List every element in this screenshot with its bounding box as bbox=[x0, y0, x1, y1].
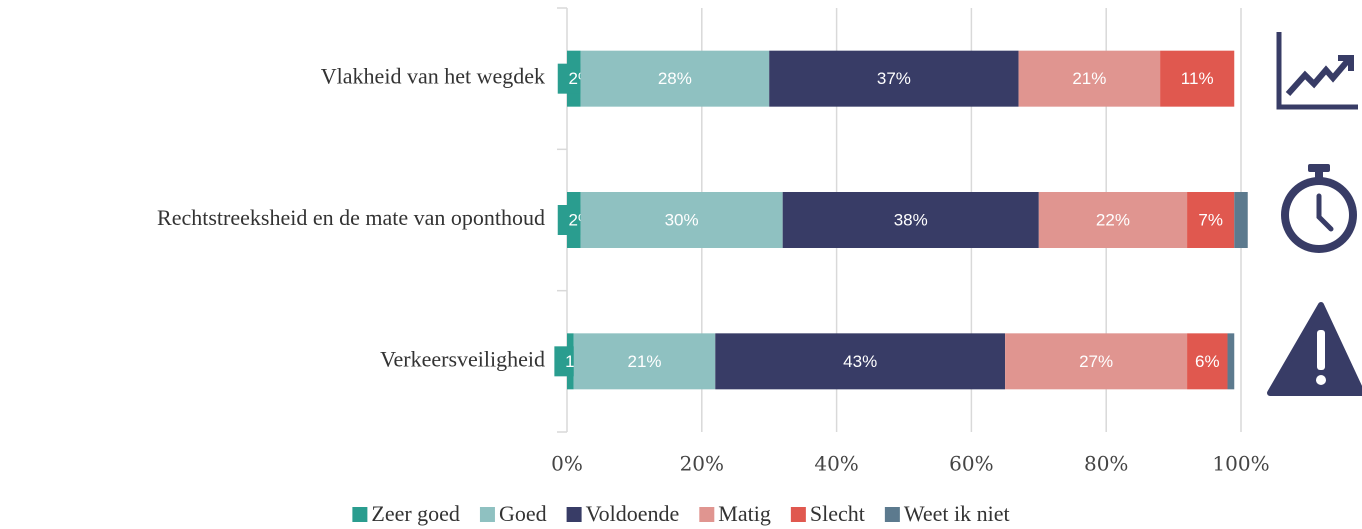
data-label: 27% bbox=[1079, 352, 1113, 371]
category-label: Vlakheid van het wegdek bbox=[321, 64, 545, 89]
bar-segment bbox=[1005, 333, 1188, 390]
bar-segment bbox=[1187, 192, 1235, 248]
data-label: 11% bbox=[1181, 69, 1214, 88]
bar-segment bbox=[1187, 333, 1228, 390]
legend-label: Goed bbox=[499, 501, 547, 526]
legend-swatch bbox=[479, 507, 495, 522]
bar-segment bbox=[1160, 50, 1235, 107]
x-tick-label: 20% bbox=[680, 452, 724, 476]
legend-label: Slecht bbox=[810, 501, 865, 526]
bar-segment bbox=[782, 192, 1039, 248]
x-tick-label: 100% bbox=[1212, 452, 1269, 476]
legend-swatch bbox=[699, 507, 715, 522]
data-label: 28% bbox=[658, 69, 692, 88]
data-label: 43% bbox=[843, 352, 877, 371]
bar-segment bbox=[769, 50, 1019, 107]
category-label: Verkeersveiligheid bbox=[380, 346, 545, 371]
legend-swatch bbox=[884, 507, 900, 522]
legend-swatch bbox=[352, 507, 368, 522]
data-label: 21% bbox=[1072, 69, 1106, 88]
legend-swatch bbox=[790, 507, 806, 522]
data-label: 21% bbox=[627, 352, 661, 371]
x-tick-label: 40% bbox=[814, 452, 858, 476]
bar-segment bbox=[1227, 333, 1235, 390]
bar-segment bbox=[580, 50, 770, 107]
bar-segment bbox=[715, 333, 1006, 390]
data-label: 6% bbox=[1195, 352, 1220, 371]
bar-segment bbox=[573, 333, 716, 390]
legend-label: Matig bbox=[718, 501, 771, 526]
x-tick-label: 80% bbox=[1084, 452, 1128, 476]
icon-stopwatch bbox=[1281, 164, 1357, 253]
icon-trend bbox=[1276, 32, 1358, 110]
bar-segment bbox=[1234, 192, 1248, 248]
icon-warning bbox=[1267, 302, 1362, 396]
x-tick-label: 60% bbox=[949, 452, 993, 476]
legend-label: Voldoende bbox=[586, 501, 680, 526]
bar-segment bbox=[1018, 50, 1161, 107]
legend-label: Weet ik niet bbox=[904, 501, 1010, 526]
legend-swatch bbox=[566, 507, 582, 522]
bar-segment bbox=[580, 192, 783, 248]
data-label: 37% bbox=[877, 69, 911, 88]
x-tick-label: 0% bbox=[551, 452, 583, 476]
data-label: 30% bbox=[665, 210, 699, 229]
legend-label: Zeer goed bbox=[371, 501, 460, 526]
data-label: 38% bbox=[894, 210, 928, 229]
data-label: 7% bbox=[1198, 210, 1223, 229]
bar-segment bbox=[1038, 192, 1188, 248]
data-label: 22% bbox=[1096, 210, 1130, 229]
category-label: Rechtstreeksheid en de mate van oponthou… bbox=[157, 205, 545, 230]
